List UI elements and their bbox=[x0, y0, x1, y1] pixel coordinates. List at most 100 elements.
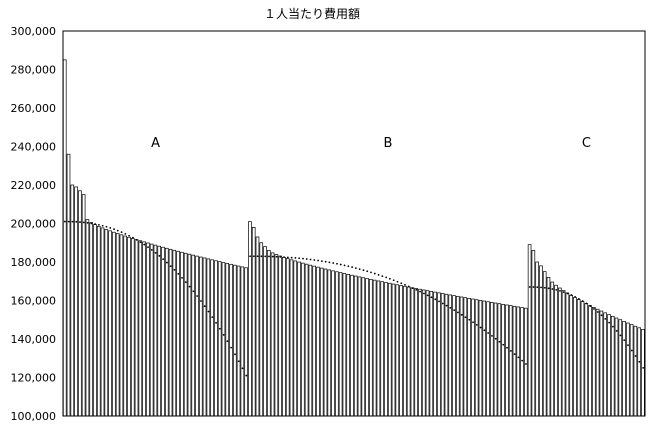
bar bbox=[191, 254, 196, 417]
dot-point bbox=[521, 359, 524, 362]
bar bbox=[146, 242, 150, 417]
bar bbox=[516, 306, 521, 417]
bar bbox=[629, 324, 634, 417]
dot-point bbox=[509, 350, 512, 352]
dot-point bbox=[638, 360, 641, 363]
bar bbox=[569, 294, 573, 417]
bar bbox=[490, 302, 494, 417]
dot-point bbox=[67, 220, 70, 223]
bar bbox=[304, 263, 309, 417]
bar bbox=[369, 278, 373, 417]
bar bbox=[448, 294, 453, 417]
dot-point bbox=[430, 296, 433, 299]
dot-point bbox=[630, 349, 633, 352]
dot-point bbox=[173, 269, 176, 271]
dot-point bbox=[268, 255, 270, 258]
dot-point bbox=[192, 290, 195, 293]
dot-point bbox=[600, 314, 603, 317]
dot-point bbox=[79, 221, 81, 223]
dot-point bbox=[222, 333, 225, 336]
bar bbox=[168, 248, 173, 417]
dot-point bbox=[585, 302, 588, 305]
dot-point bbox=[260, 255, 263, 258]
dot-point bbox=[203, 305, 206, 308]
dot-point bbox=[453, 309, 456, 312]
dot-point bbox=[162, 258, 165, 261]
dot-point bbox=[423, 292, 425, 295]
bar bbox=[614, 317, 619, 417]
dot-point bbox=[290, 256, 293, 259]
dot-point bbox=[132, 236, 134, 239]
dot-point bbox=[411, 287, 414, 290]
bar bbox=[433, 291, 437, 417]
bar bbox=[633, 325, 638, 417]
dot-point bbox=[105, 225, 108, 228]
bar bbox=[236, 265, 241, 417]
bar bbox=[255, 236, 260, 417]
bar bbox=[399, 285, 403, 417]
dot-point bbox=[139, 241, 142, 244]
y-tick-label: 300,000 bbox=[11, 25, 57, 38]
bar bbox=[592, 307, 596, 417]
bar bbox=[335, 271, 339, 417]
dot-point bbox=[555, 288, 558, 291]
bar bbox=[531, 250, 536, 417]
dot-point bbox=[559, 289, 561, 292]
bar bbox=[372, 279, 377, 417]
dot-series bbox=[63, 220, 645, 377]
y-tick-label: 240,000 bbox=[11, 141, 57, 154]
dot-point bbox=[596, 311, 599, 313]
y-tick-label: 180,000 bbox=[11, 256, 57, 269]
y-tick-label: 100,000 bbox=[11, 410, 57, 423]
dot-point bbox=[336, 262, 338, 265]
dot-point bbox=[120, 231, 123, 234]
bar bbox=[497, 303, 502, 417]
bar bbox=[350, 274, 354, 417]
dot-point bbox=[498, 340, 501, 343]
bar bbox=[248, 221, 252, 417]
bar bbox=[444, 293, 449, 417]
bar bbox=[206, 258, 211, 417]
bar bbox=[180, 251, 184, 417]
bar bbox=[270, 252, 275, 417]
bar bbox=[285, 258, 290, 417]
bar bbox=[316, 266, 320, 417]
dot-point bbox=[169, 265, 172, 268]
bar bbox=[558, 287, 562, 417]
dot-point bbox=[75, 220, 78, 223]
bar-series bbox=[62, 59, 645, 417]
bar bbox=[62, 59, 67, 417]
bar bbox=[78, 190, 82, 417]
y-tick-label: 220,000 bbox=[11, 179, 57, 192]
dot-point bbox=[166, 261, 168, 264]
dot-point bbox=[566, 292, 569, 295]
bar bbox=[142, 241, 146, 417]
dot-point bbox=[264, 255, 267, 258]
bar bbox=[161, 246, 165, 417]
bar bbox=[214, 260, 218, 417]
bar bbox=[641, 329, 645, 417]
bar bbox=[108, 230, 112, 417]
bar bbox=[595, 308, 600, 417]
bar bbox=[327, 269, 332, 417]
bar bbox=[580, 301, 585, 417]
bar bbox=[599, 310, 604, 417]
dot-point bbox=[593, 308, 595, 310]
dot-point bbox=[487, 332, 490, 334]
dot-point bbox=[404, 283, 406, 286]
bar bbox=[561, 290, 566, 417]
bar bbox=[127, 236, 131, 417]
dot-point bbox=[305, 258, 308, 260]
dot-point bbox=[271, 255, 274, 258]
dot-point bbox=[347, 265, 350, 268]
dot-point bbox=[109, 227, 112, 229]
dot-point bbox=[400, 282, 403, 285]
bar bbox=[421, 289, 426, 417]
bar bbox=[274, 254, 279, 417]
dot-point bbox=[302, 257, 304, 260]
bar bbox=[588, 305, 592, 417]
dot-point bbox=[245, 374, 248, 377]
dot-point bbox=[113, 228, 115, 231]
bar bbox=[244, 267, 248, 417]
bar bbox=[100, 227, 105, 417]
